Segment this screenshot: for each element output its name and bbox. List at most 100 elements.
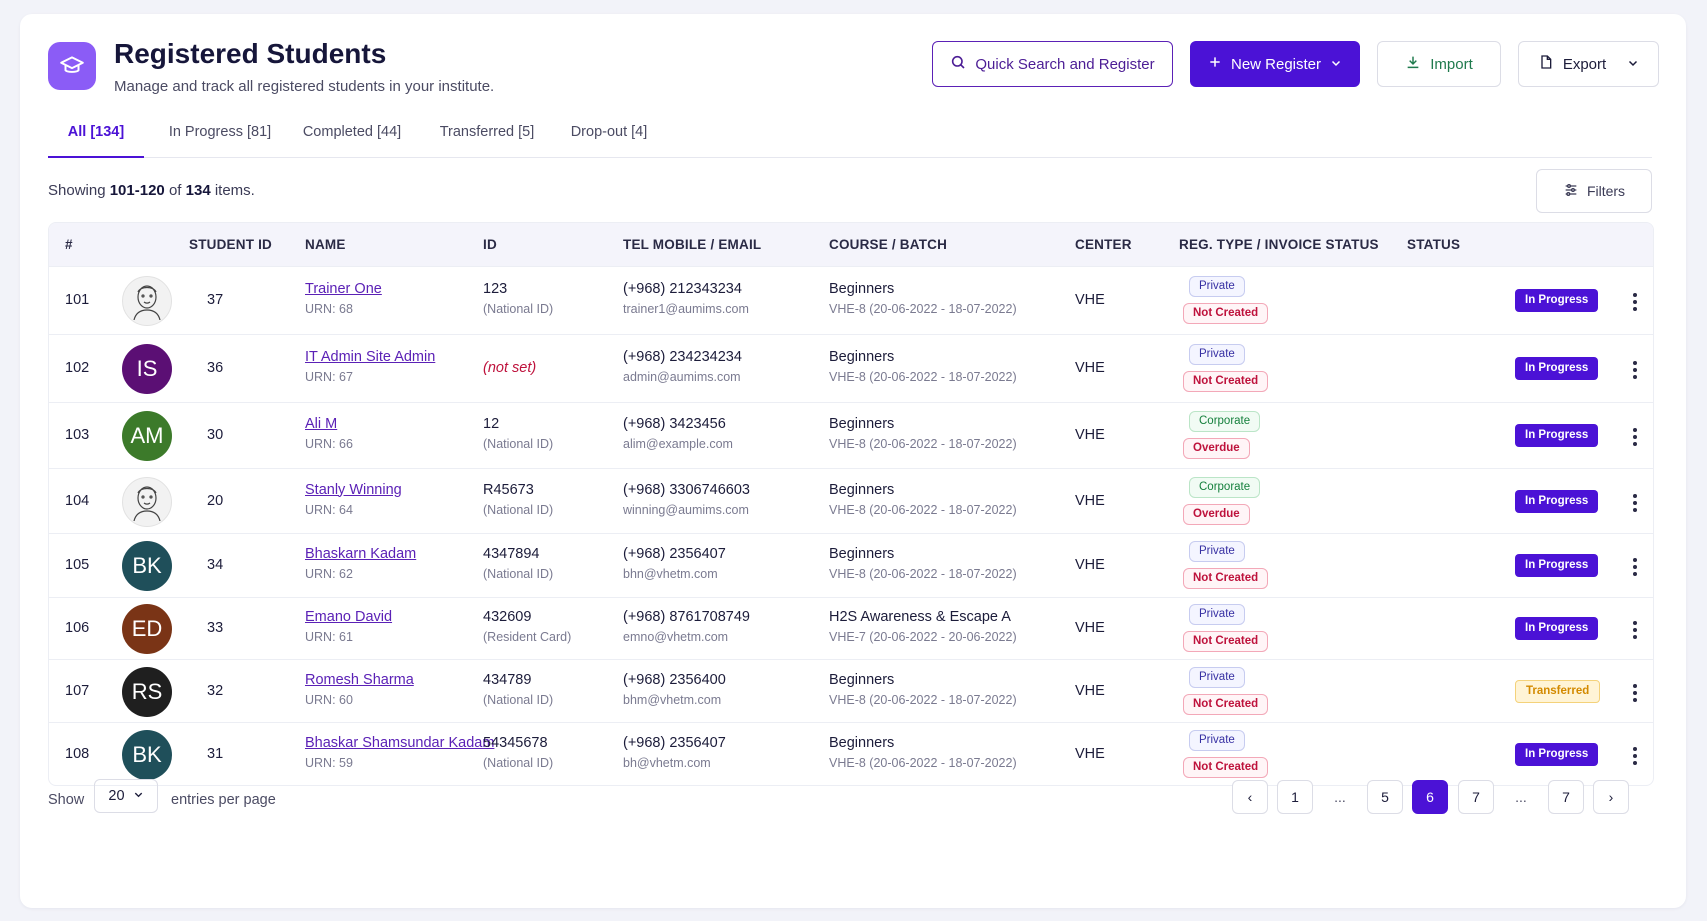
course: Beginners bbox=[829, 734, 895, 751]
status-badge: In Progress bbox=[1515, 424, 1599, 447]
course: Beginners bbox=[829, 281, 895, 297]
id-type: (National ID) bbox=[483, 302, 554, 316]
id-value: R45673 bbox=[483, 481, 534, 498]
center: VHE bbox=[1075, 620, 1105, 636]
invoice-status-badge: Not Created bbox=[1183, 568, 1269, 589]
course: H2S Awareness & Escape A bbox=[829, 609, 1011, 625]
kebab-icon[interactable] bbox=[1632, 558, 1638, 576]
contact-cell: (+968) 3423456 alim@example.com bbox=[623, 416, 733, 451]
email: admin@aumims.com bbox=[623, 370, 741, 384]
student-id: 36 bbox=[207, 360, 224, 376]
student-name-link[interactable]: Bhaskar Shamsundar Kadam bbox=[305, 734, 495, 751]
page-button[interactable]: 1 bbox=[1277, 780, 1313, 814]
contact-cell: (+968) 2356400 bhm@vhetm.com bbox=[623, 672, 726, 707]
students-table: # STUDENT ID NAME ID TEL MOBILE / EMAIL … bbox=[48, 222, 1654, 786]
import-button[interactable]: Import bbox=[1377, 41, 1501, 87]
quick-search-button[interactable]: Quick Search and Register bbox=[932, 41, 1173, 87]
export-button[interactable]: Export bbox=[1518, 41, 1659, 87]
name-cell: Stanly Winning URN: 64 bbox=[305, 482, 402, 517]
reg-type-badge: Private bbox=[1189, 729, 1245, 751]
kebab-icon[interactable] bbox=[1632, 428, 1638, 446]
student-name-link[interactable]: Romesh Sharma bbox=[305, 671, 414, 688]
page-button[interactable]: 7 bbox=[1548, 780, 1584, 814]
contact-cell: (+968) 2356407 bh@vhetm.com bbox=[623, 735, 726, 770]
kebab-icon[interactable] bbox=[1632, 293, 1638, 311]
urn: URN: 59 bbox=[305, 755, 353, 770]
student-id: 30 bbox=[207, 427, 224, 443]
course: Beginners bbox=[829, 416, 895, 432]
next-page-button[interactable]: › bbox=[1593, 780, 1629, 814]
center: VHE bbox=[1075, 557, 1105, 573]
show-label: Show bbox=[48, 792, 85, 808]
status-badge: In Progress bbox=[1515, 742, 1599, 766]
per-page-value: 20 bbox=[108, 788, 125, 804]
chevron-down-icon bbox=[1330, 56, 1342, 73]
page-button[interactable]: 7 bbox=[1458, 780, 1494, 814]
student-name-link[interactable]: Trainer One bbox=[305, 281, 382, 297]
kebab-icon[interactable] bbox=[1632, 493, 1638, 512]
invoice-status-badge: Overdue bbox=[1183, 438, 1250, 459]
id-cell: 4347894 (National ID) bbox=[483, 546, 553, 581]
email: trainer1@aumims.com bbox=[623, 302, 749, 316]
table-row: 107 RS 32 Romesh Sharma URN: 60 434789 (Nation… bbox=[49, 659, 1653, 722]
id-not-set: (not set) bbox=[483, 360, 537, 376]
invoice-status-badge: Not Created bbox=[1183, 303, 1269, 324]
name-cell: Romesh Sharma URN: 60 bbox=[305, 672, 414, 707]
center: VHE bbox=[1075, 682, 1105, 699]
course-cell: Beginners VHE-8 (20-06-2022 - 18-07-2022) bbox=[829, 672, 1017, 707]
table-header: # STUDENT ID NAME ID TEL MOBILE / EMAIL … bbox=[49, 223, 1653, 266]
kebab-icon[interactable] bbox=[1632, 621, 1638, 639]
name-cell: Emano David URN: 61 bbox=[305, 609, 392, 644]
tab-all[interactable]: All [134] bbox=[48, 112, 144, 158]
prev-page-button[interactable]: ‹ bbox=[1232, 780, 1268, 814]
id-value: 4347894 bbox=[483, 546, 540, 562]
new-register-button[interactable]: New Register bbox=[1190, 41, 1360, 87]
avatar-photo bbox=[122, 276, 172, 326]
urn: URN: 60 bbox=[305, 692, 353, 707]
tab-in-progress[interactable]: In Progress [81] bbox=[168, 124, 272, 140]
tab-drop-out[interactable]: Drop-out [4] bbox=[570, 124, 648, 140]
avatar: RS bbox=[122, 666, 172, 717]
id-type: (National ID) bbox=[483, 567, 554, 581]
contact-cell: (+968) 8761708749 emno@vhetm.com bbox=[623, 609, 750, 644]
tab-transferred[interactable]: Transferred [5] bbox=[439, 124, 535, 140]
per-page-select[interactable]: 20 bbox=[94, 779, 158, 813]
col-name: NAME bbox=[305, 237, 346, 252]
page-button[interactable]: 5 bbox=[1367, 780, 1403, 814]
kebab-icon[interactable] bbox=[1632, 361, 1638, 379]
batch: VHE-8 (20-06-2022 - 18-07-2022) bbox=[829, 692, 1017, 707]
email: winning@aumims.com bbox=[623, 502, 749, 517]
id-type: (National ID) bbox=[483, 755, 554, 770]
contact-cell: (+968) 2356407 bhn@vhetm.com bbox=[623, 546, 726, 581]
urn: URN: 64 bbox=[305, 502, 353, 517]
summary-range: 101-120 bbox=[109, 182, 165, 199]
student-name-link[interactable]: Emano David bbox=[305, 609, 393, 625]
student-name-link[interactable]: Stanly Winning bbox=[305, 481, 402, 498]
id-value: 54345678 bbox=[483, 734, 548, 751]
kebab-icon[interactable] bbox=[1632, 683, 1638, 702]
course-cell: Beginners VHE-8 (20-06-2022 - 18-07-2022) bbox=[829, 735, 1017, 770]
summary-suffix: items. bbox=[214, 182, 255, 199]
course: Beginners bbox=[829, 481, 895, 498]
name-cell: Bhaskarn Kadam URN: 62 bbox=[305, 546, 416, 581]
import-label: Import bbox=[1430, 55, 1473, 73]
student-name-link[interactable]: IT Admin Site Admin bbox=[305, 349, 436, 365]
student-name-link[interactable]: Ali M bbox=[305, 416, 338, 432]
tab-completed[interactable]: Completed [44] bbox=[302, 124, 402, 140]
urn: URN: 67 bbox=[305, 370, 353, 384]
filters-button[interactable]: Filters bbox=[1536, 169, 1652, 213]
kebab-icon[interactable] bbox=[1632, 746, 1638, 765]
summary-of: of bbox=[168, 182, 182, 199]
page-title: Registered Students bbox=[114, 38, 387, 69]
contact-cell: (+968) 234234234 admin@aumims.com bbox=[623, 349, 742, 384]
email: bhm@vhetm.com bbox=[623, 692, 722, 707]
page-subtitle: Manage and track all registered students… bbox=[114, 78, 495, 95]
batch: VHE-8 (20-06-2022 - 18-07-2022) bbox=[829, 370, 1017, 384]
student-id: 37 bbox=[207, 292, 224, 308]
avatar: BK bbox=[122, 729, 172, 780]
avatar: AM bbox=[122, 411, 172, 461]
page-button[interactable]: 6 bbox=[1412, 780, 1448, 814]
status-badge: In Progress bbox=[1515, 289, 1599, 312]
search-icon bbox=[950, 54, 966, 74]
student-name-link[interactable]: Bhaskarn Kadam bbox=[305, 546, 417, 562]
